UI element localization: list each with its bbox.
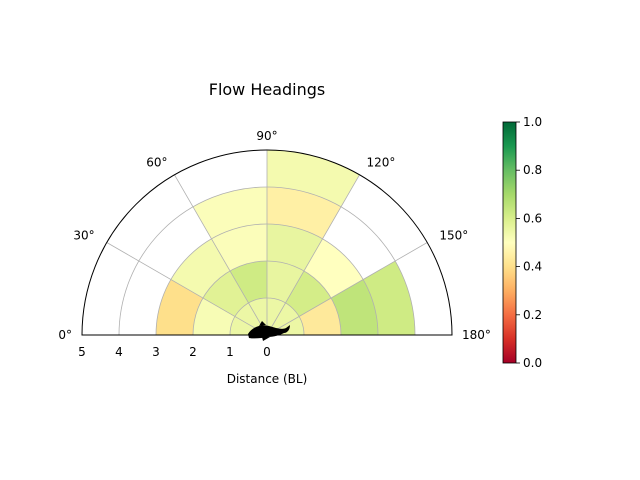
chart-title: Flow Headings — [209, 80, 326, 99]
radial-tick-label: 4 — [115, 345, 123, 359]
colorbar-gradient — [502, 121, 517, 364]
theta-tick-label: 180° — [462, 328, 491, 342]
theta-tick-labels: 0° 30° 60° 90° 120° 150° 180° — [58, 129, 491, 342]
radial-tick-labels: 5 4 3 2 1 0 — [78, 345, 271, 359]
polar-cell-6 — [299, 298, 341, 335]
colorbar-tick-label: 0.0 — [523, 356, 542, 370]
polar-cell-3 — [230, 261, 267, 303]
theta-tick-label: 120° — [367, 156, 396, 170]
radial-tick-label: 1 — [226, 345, 234, 359]
polar-cell-7 — [156, 279, 203, 335]
theta-tick-label: 30° — [73, 229, 94, 243]
radial-tick-label: 0 — [263, 345, 271, 359]
colorbar-tick-label: 1.0 — [523, 115, 542, 129]
angular-gridline — [266, 174, 360, 336]
polar-cell-5 — [285, 270, 332, 317]
colorbar-tick-label: 0.2 — [523, 308, 542, 322]
colorbar-tick-label: 0.4 — [523, 260, 542, 274]
polar-cell-11 — [304, 238, 364, 298]
theta-tick-label: 150° — [439, 229, 468, 243]
theta-tick-label: 60° — [146, 156, 167, 170]
x-axis-label: Distance (BL) — [227, 372, 308, 386]
theta-tick-label: 90° — [256, 129, 277, 143]
polar-cell-13 — [193, 187, 267, 239]
fish-icon — [248, 321, 290, 341]
radial-tick-label: 3 — [152, 345, 160, 359]
polar-cell-12 — [331, 279, 378, 335]
colorbar-tick-label: 0.6 — [523, 211, 542, 225]
polar-cell-4 — [267, 261, 304, 303]
polar-cell-14 — [267, 187, 341, 239]
angular-gridline — [174, 174, 268, 336]
polar-cell-2 — [202, 270, 249, 317]
polar-cell-1 — [193, 298, 235, 335]
colorbar: 0.0 0.2 0.4 0.6 0.8 1.0 — [502, 115, 542, 370]
radial-tick-label: 5 — [78, 345, 86, 359]
polar-cell-15 — [363, 261, 415, 335]
colorbar-tick-label: 0.8 — [523, 163, 542, 177]
polar-grid — [81, 149, 453, 336]
radial-tick-label: 2 — [189, 345, 197, 359]
theta-tick-label: 0° — [58, 328, 72, 342]
polar-cells — [156, 150, 415, 335]
polar-cell-16 — [267, 150, 360, 207]
polar-frame — [81, 149, 453, 336]
angular-gridline — [266, 242, 428, 336]
polar-cell-8 — [170, 238, 230, 298]
angular-gridline — [106, 242, 268, 336]
polar-cell-9 — [211, 224, 267, 271]
polar-cell-10 — [267, 224, 323, 271]
